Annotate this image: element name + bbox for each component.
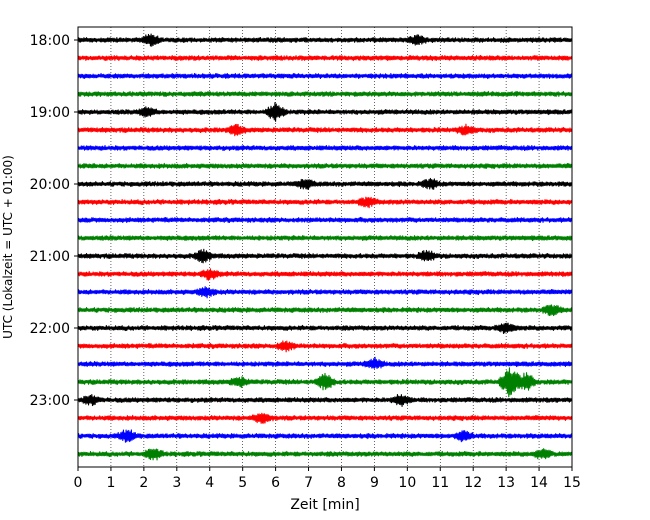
y-tick-label: 22:00 [30, 321, 70, 337]
seismogram-traces [77, 33, 573, 461]
trace-line [77, 90, 573, 98]
trace-line [77, 356, 573, 370]
trace-line [77, 448, 573, 461]
y-tick-label: 20:00 [30, 177, 70, 193]
x-tick-label: 7 [304, 475, 313, 491]
x-tick-label: 11 [431, 475, 449, 491]
x-tick-label: 6 [271, 475, 280, 491]
trace-line [77, 144, 573, 152]
trace-line [77, 340, 573, 353]
trace-line [77, 286, 573, 299]
x-tick-label: 5 [238, 475, 247, 491]
x-tick-label: 12 [464, 475, 482, 491]
x-tick-label: 8 [337, 475, 346, 491]
trace-line [77, 429, 573, 443]
y-axis-label: UTC (Lokalzeit = UTC + 01:00) [1, 155, 15, 339]
trace-line [77, 268, 573, 281]
x-tick-label: 14 [530, 475, 548, 491]
x-tick-label: 0 [74, 475, 83, 491]
x-tick-label: 15 [563, 475, 581, 491]
trace-line [77, 322, 573, 334]
x-tick-label: 1 [106, 475, 115, 491]
y-tick-label: 23:00 [30, 393, 70, 409]
y-tick-label: 21:00 [30, 249, 70, 265]
trace-line [77, 72, 573, 80]
grid-lines [110, 27, 540, 467]
trace-line [77, 304, 573, 317]
x-tick-label: 2 [139, 475, 148, 491]
x-tick-label: 13 [497, 475, 515, 491]
y-tick-label: 18:00 [30, 33, 70, 49]
trace-line [77, 33, 573, 47]
y-axis-ticks: 18:00 19:00 20:00 21:00 22:00 23:00 [30, 33, 78, 409]
trace-line [77, 394, 573, 408]
trace-line [77, 102, 573, 122]
x-tick-label: 10 [398, 475, 416, 491]
y-tick-label: 19:00 [30, 105, 70, 121]
trace-line [77, 216, 573, 224]
x-tick-label: 3 [172, 475, 181, 491]
trace-line [77, 367, 573, 398]
trace-line [77, 177, 573, 190]
plot-background [78, 27, 572, 467]
trace-line [77, 123, 573, 137]
plot-frame [77, 26, 573, 468]
trace-line [77, 196, 573, 209]
trace-line [77, 234, 573, 242]
trace-line [77, 54, 573, 62]
trace-line [77, 248, 573, 264]
x-tick-label: 9 [370, 475, 379, 491]
trace-line [77, 162, 573, 170]
x-axis-ticks: 0 1 2 3 4 5 6 7 8 9 10 11 12 13 14 15 [74, 467, 581, 491]
trace-line [77, 412, 573, 424]
x-tick-label: 4 [205, 475, 214, 491]
x-axis-label: Zeit [min] [290, 497, 359, 513]
